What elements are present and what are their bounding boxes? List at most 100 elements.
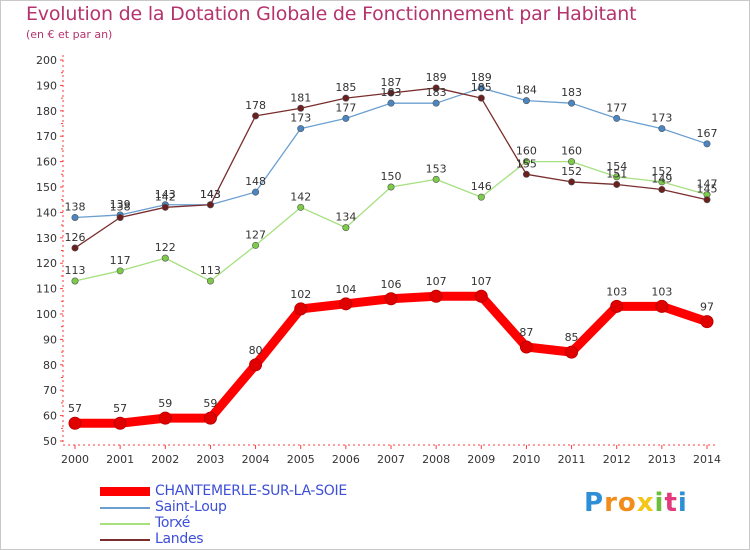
- data-point-torx: [387, 183, 395, 191]
- data-label-saint-loup: 177: [335, 101, 356, 114]
- data-label-landes: 151: [606, 167, 627, 180]
- data-point-saint-loup: [432, 99, 440, 107]
- data-point-chantemerle-sur-la-soie: [519, 340, 533, 354]
- data-point-torx: [613, 173, 621, 181]
- data-point-landes: [161, 203, 169, 211]
- data-point-chantemerle-sur-la-soie: [68, 416, 82, 430]
- data-point-saint-loup: [71, 213, 79, 221]
- data-point-landes: [477, 94, 485, 102]
- data-label-chantemerle-sur-la-soie: 107: [471, 275, 492, 288]
- y-tick-label: 120: [36, 257, 57, 270]
- data-point-landes: [297, 104, 305, 112]
- x-tick-label: 2011: [558, 453, 586, 466]
- legend-swatch-chantemerle: [100, 487, 150, 496]
- data-label-landes: 185: [471, 81, 492, 94]
- data-point-torx: [206, 277, 214, 285]
- data-label-landes: 152: [561, 165, 582, 178]
- logo-letter: t: [664, 488, 678, 518]
- legend-label-torxe: Torxé: [155, 515, 191, 531]
- legend-label-chantemerle: CHANTEMERLE-SUR-LA-SOIE: [155, 483, 347, 499]
- data-point-torx: [252, 241, 260, 249]
- data-point-chantemerle-sur-la-soie: [429, 289, 443, 303]
- data-point-torx: [161, 254, 169, 262]
- y-tick-label: 160: [36, 156, 57, 169]
- data-point-saint-loup: [613, 114, 621, 122]
- legend-label-landes: Landes: [155, 531, 204, 547]
- x-tick-label: 2000: [61, 453, 89, 466]
- data-label-landes: 189: [426, 71, 447, 84]
- y-tick-label: 60: [43, 410, 57, 423]
- y-tick-label: 50: [43, 435, 57, 448]
- data-point-landes: [116, 213, 124, 221]
- data-label-saint-loup: 183: [381, 86, 402, 99]
- data-point-chantemerle-sur-la-soie: [339, 297, 353, 311]
- data-label-chantemerle-sur-la-soie: 57: [68, 402, 82, 415]
- data-label-torx: 117: [110, 254, 131, 267]
- data-point-saint-loup: [703, 140, 711, 148]
- data-point-saint-loup: [658, 125, 666, 133]
- logo-letter: r: [604, 488, 618, 518]
- chart-subtitle: (en € et par an): [26, 28, 113, 41]
- data-label-saint-loup: 173: [651, 112, 672, 125]
- data-point-saint-loup: [568, 99, 576, 107]
- data-point-torx: [342, 224, 350, 232]
- data-point-torx: [432, 175, 440, 183]
- x-tick-label: 2002: [151, 453, 179, 466]
- legend-swatch-torxe: [100, 523, 150, 525]
- data-point-landes: [252, 112, 260, 120]
- data-point-landes: [613, 180, 621, 188]
- data-label-landes: 185: [335, 81, 356, 94]
- x-tick-label: 2013: [648, 453, 676, 466]
- data-point-torx: [71, 277, 79, 285]
- x-tick-label: 2006: [332, 453, 360, 466]
- data-point-chantemerle-sur-la-soie: [655, 299, 669, 313]
- data-label-torx: 147: [697, 178, 718, 191]
- data-label-landes: 149: [651, 173, 672, 186]
- data-point-chantemerle-sur-la-soie: [700, 315, 714, 329]
- logo-letter: P: [584, 488, 605, 518]
- data-label-chantemerle-sur-la-soie: 57: [113, 402, 127, 415]
- logo-letter: o: [617, 488, 637, 518]
- data-label-chantemerle-sur-la-soie: 106: [381, 278, 402, 291]
- data-label-saint-loup: 139: [110, 198, 131, 211]
- data-point-torx: [477, 193, 485, 201]
- legend-swatch-landes: [100, 539, 150, 541]
- x-tick-label: 2010: [512, 453, 540, 466]
- data-point-torx: [568, 158, 576, 166]
- data-label-torx: 122: [155, 241, 176, 254]
- data-label-chantemerle-sur-la-soie: 103: [651, 285, 672, 298]
- data-label-saint-loup: 183: [426, 86, 447, 99]
- x-tick-label: 2007: [377, 453, 405, 466]
- data-label-landes: 181: [290, 91, 311, 104]
- y-tick-label: 90: [43, 333, 57, 346]
- data-label-saint-loup: 143: [155, 188, 176, 201]
- data-point-landes: [658, 186, 666, 194]
- data-point-torx: [297, 203, 305, 211]
- legend-label-saint-loup: Saint-Loup: [155, 499, 227, 515]
- x-tick-label: 2012: [603, 453, 631, 466]
- legend-swatch-saint-loup: [100, 507, 150, 509]
- data-label-torx: 152: [651, 165, 672, 178]
- data-label-landes: 126: [65, 231, 86, 244]
- data-point-landes: [206, 201, 214, 209]
- data-point-chantemerle-sur-la-soie: [203, 411, 217, 425]
- logo-letter: i: [677, 488, 688, 518]
- proxiti-logo: Proxiti: [584, 488, 688, 518]
- data-label-chantemerle-sur-la-soie: 103: [606, 285, 627, 298]
- data-point-saint-loup: [522, 97, 530, 105]
- data-point-chantemerle-sur-la-soie: [474, 289, 488, 303]
- data-label-saint-loup: 138: [65, 200, 86, 213]
- data-point-chantemerle-sur-la-soie: [158, 411, 172, 425]
- data-label-landes: 145: [697, 183, 718, 196]
- data-label-torx: 154: [606, 160, 627, 173]
- x-tick-label: 2001: [106, 453, 134, 466]
- data-label-torx: 153: [426, 162, 447, 175]
- data-label-saint-loup: 189: [471, 71, 492, 84]
- data-label-chantemerle-sur-la-soie: 85: [565, 331, 579, 344]
- x-tick-label: 2005: [287, 453, 315, 466]
- y-tick-label: 110: [36, 283, 57, 296]
- data-label-landes: 142: [155, 190, 176, 203]
- logo-letter: i: [654, 488, 665, 518]
- chart-title: Evolution de la Dotation Globale de Fonc…: [26, 3, 637, 25]
